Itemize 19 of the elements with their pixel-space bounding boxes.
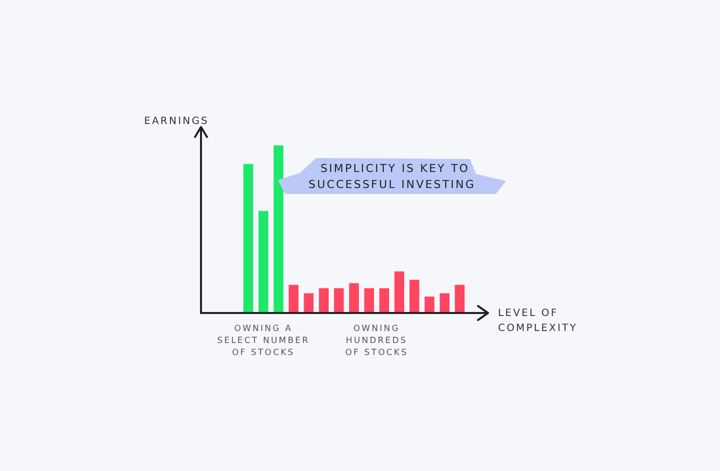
bar [258, 210, 270, 314]
x-axis-title: LEVEL OF COMPLEXITY [498, 308, 578, 334]
bar [394, 270, 405, 314]
text: OWNING HUNDREDS OF STOCKS [345, 324, 408, 358]
bar [303, 292, 314, 314]
bar [408, 279, 420, 314]
text: OWNING A SELECT NUMBER OF STOCKS [217, 324, 310, 358]
bar [438, 292, 450, 314]
bar [288, 284, 300, 314]
annotation: SIMPLICITY IS KEY TO SUCCESSFUL INVESTING [308, 162, 476, 191]
bar [242, 163, 254, 314]
bar [378, 287, 390, 314]
bar [318, 287, 330, 314]
y-axis-title: EARNINGS [144, 116, 209, 127]
bar [348, 282, 360, 314]
bar [363, 287, 375, 314]
bar [454, 284, 466, 314]
bar [272, 144, 284, 314]
bar [333, 287, 345, 314]
